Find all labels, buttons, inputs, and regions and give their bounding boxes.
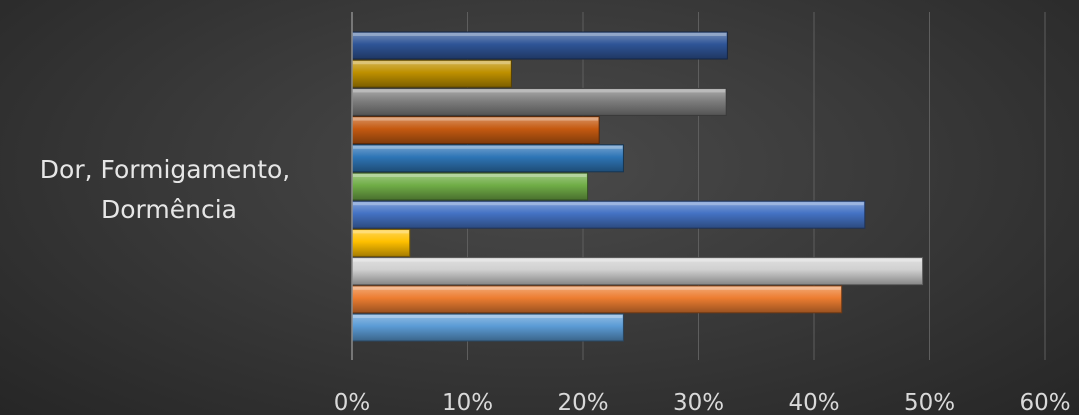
bar (352, 145, 623, 172)
bar (352, 229, 410, 256)
bar-highlight (353, 89, 725, 92)
bar-highlight (353, 287, 841, 290)
bar (352, 117, 599, 144)
bar-highlight (353, 33, 726, 36)
x-tick-label: 50% (904, 390, 955, 415)
bar (352, 314, 623, 341)
x-tick-label: 30% (673, 390, 724, 415)
x-tick-label: 40% (788, 390, 839, 415)
bar-highlight (353, 230, 409, 233)
bar (352, 32, 727, 59)
x-tick-label: 20% (557, 390, 608, 415)
bar-highlight (353, 202, 864, 205)
bar-highlight (353, 61, 510, 64)
x-tick-labels: 0% 10% 20% 30% 40% 50% 60% (334, 390, 1071, 415)
x-tick-label: 10% (442, 390, 493, 415)
bar (352, 173, 588, 200)
bars (352, 32, 923, 341)
bar-highlight (353, 315, 622, 318)
bar (352, 88, 726, 115)
bar (352, 201, 865, 228)
category-label-line-2: Dormência (101, 195, 237, 224)
category-label: Dor, Formigamento, Dormência (40, 155, 298, 224)
bar (352, 286, 842, 313)
category-label-line-1: Dor, Formigamento, (40, 155, 290, 184)
bar (352, 258, 923, 285)
bar-highlight (353, 259, 922, 262)
bar (352, 60, 511, 87)
x-tick-label: 60% (1019, 390, 1070, 415)
x-tick-label: 0% (334, 390, 371, 415)
bar-highlight (353, 174, 587, 177)
bar-highlight (353, 146, 622, 149)
bar-highlight (353, 118, 598, 121)
